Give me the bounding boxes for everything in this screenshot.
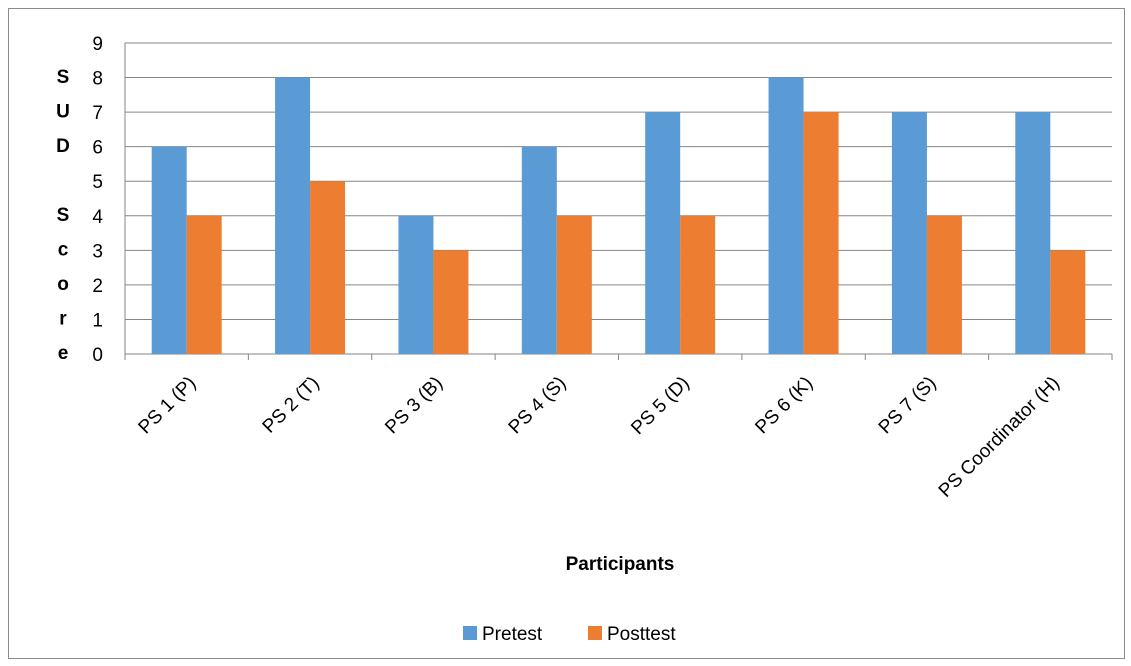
bar-pretest xyxy=(645,112,681,354)
y-axis-title-letter: D xyxy=(56,136,70,157)
y-tick-label: 1 xyxy=(92,310,103,331)
bar-posttest xyxy=(186,215,222,354)
legend-swatch-pretest xyxy=(463,626,477,640)
y-axis-title-letter: c xyxy=(58,240,69,261)
x-tick-label: PS 5 (D) xyxy=(627,373,693,439)
y-tick-label: 2 xyxy=(92,276,103,297)
x-tick-label: PS 2 (T) xyxy=(259,373,324,438)
x-axis-title: Participants xyxy=(566,554,675,575)
x-tick-label: PS 7 (S) xyxy=(875,373,941,439)
y-axis-title-letter: S xyxy=(57,67,70,88)
y-tick-label: 7 xyxy=(92,103,103,124)
y-tick-label: 8 xyxy=(92,69,103,90)
bar-posttest xyxy=(556,215,592,354)
bar-pretest xyxy=(768,77,804,355)
bar-pretest xyxy=(398,215,434,354)
x-tick-label: PS 3 (B) xyxy=(381,373,447,439)
bar-posttest xyxy=(803,112,839,354)
bar-posttest xyxy=(680,215,716,354)
y-axis-title-letter: S xyxy=(57,205,70,226)
legend-label-posttest: Posttest xyxy=(607,624,676,645)
x-tick-label: PS 1 (P) xyxy=(135,373,201,439)
bar-posttest xyxy=(310,181,346,354)
x-tick-label: PS Coordinator (H) xyxy=(935,373,1064,502)
x-tick-label: PS 6 (K) xyxy=(751,373,817,439)
x-tick-label: PS 4 (S) xyxy=(505,373,571,439)
bar-posttest xyxy=(433,250,469,354)
bar-posttest xyxy=(926,215,962,354)
y-tick-label: 4 xyxy=(92,207,103,228)
y-axis-title-letter: U xyxy=(56,102,70,123)
bar-pretest xyxy=(151,146,187,354)
y-tick-label: 6 xyxy=(92,138,103,159)
y-tick-label: 5 xyxy=(92,172,103,193)
y-axis-title-letter: o xyxy=(57,274,69,295)
bar-posttest xyxy=(1050,250,1086,354)
y-tick-label: 9 xyxy=(92,34,103,55)
y-tick-label: 0 xyxy=(92,345,103,366)
bar-pretest xyxy=(1015,112,1051,354)
y-tick-label: 3 xyxy=(92,241,103,262)
y-axis-title-letter: r xyxy=(59,309,67,330)
legend-swatch-posttest xyxy=(588,626,602,640)
bar-pretest xyxy=(275,77,311,355)
bar-pretest xyxy=(521,146,557,354)
legend-label-pretest: Pretest xyxy=(482,624,543,645)
y-axis-title-letter: e xyxy=(58,343,69,364)
bar-pretest xyxy=(891,112,927,354)
